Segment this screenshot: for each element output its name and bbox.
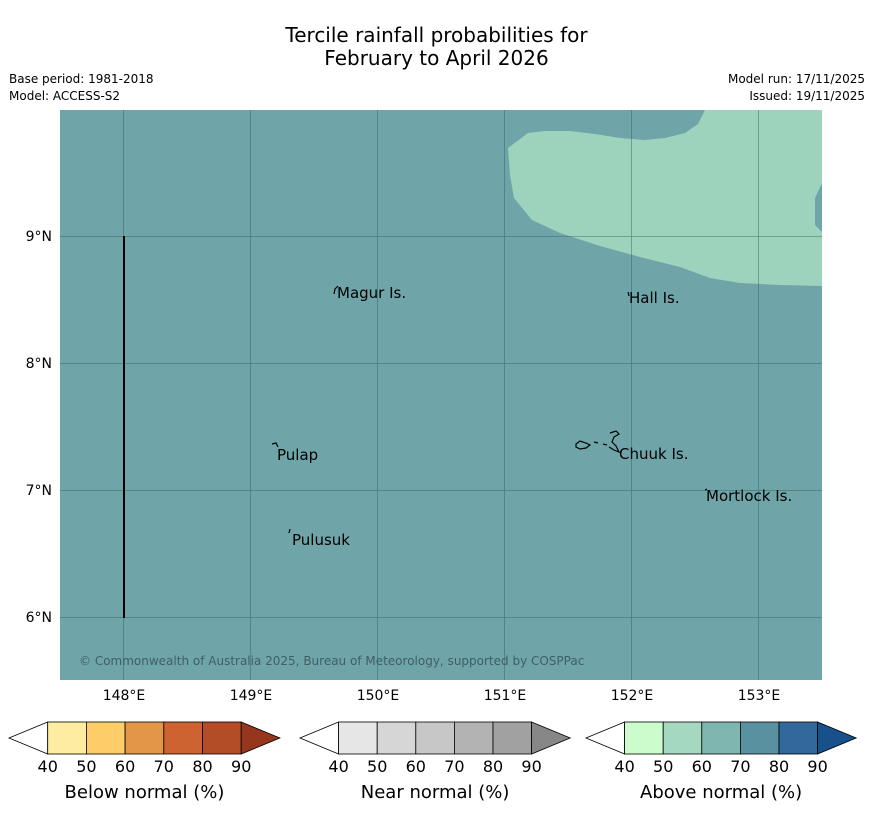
lat-label-7n: 7°N xyxy=(26,483,52,499)
legend-above-extend-high xyxy=(817,721,858,755)
legend-above-swatch-40 xyxy=(624,721,664,755)
legend-below-swatch-80 xyxy=(202,721,242,755)
island-pulusuk xyxy=(288,528,291,534)
chart-title-line1: Tercile rainfall probabilities for xyxy=(285,23,588,47)
lon-label-148e: 148°E xyxy=(103,688,146,704)
legend-near-swatch-50 xyxy=(376,721,417,755)
place-mortlock: Mortlock Is. xyxy=(706,487,792,505)
legend-below-swatch-40 xyxy=(47,721,87,755)
legend-above-swatch-80 xyxy=(778,721,818,755)
place-hall: Hall Is. xyxy=(629,289,680,307)
place-pulap: Pulap xyxy=(277,446,318,464)
legend-near-tick-90: 90 xyxy=(521,757,541,776)
legend-below-normal: 40 50 60 70 80 90 Below normal (%) xyxy=(7,721,281,803)
legend-above-swatch-50 xyxy=(662,721,703,755)
legend-near-extend-high xyxy=(531,721,572,755)
place-chuuk: Chuuk Is. xyxy=(619,445,688,463)
legend-near-swatch-70 xyxy=(453,721,494,755)
legend-below-extend-low xyxy=(7,721,49,755)
legend-near-tick-80: 80 xyxy=(483,757,503,776)
legend-above-tick-90: 90 xyxy=(807,757,827,776)
island-mortlock xyxy=(704,488,708,491)
legend-above-swatch-70 xyxy=(740,721,780,755)
legend-near-tick-70: 70 xyxy=(444,757,464,776)
above-normal-region xyxy=(508,110,822,286)
island-pulap xyxy=(271,442,279,448)
island-hall xyxy=(627,291,630,297)
legend-below-tick-90: 90 xyxy=(231,757,251,776)
legend-above-tick-70: 70 xyxy=(730,757,750,776)
legend-below-tick-40: 40 xyxy=(38,757,58,776)
legend-near-label: Near normal (%) xyxy=(361,782,510,803)
lat-label-8n: 8°N xyxy=(26,356,52,372)
island-chuuk xyxy=(575,430,621,454)
legend-below-swatch-50 xyxy=(86,721,126,755)
legend-below-label: Below normal (%) xyxy=(65,782,225,803)
legend-above-tick-40: 40 xyxy=(614,757,634,776)
lon-label-152e: 152°E xyxy=(611,688,654,704)
place-magur: Magur Is. xyxy=(337,284,406,302)
legend-below-tick-60: 60 xyxy=(115,757,135,776)
lon-label-153e: 153°E xyxy=(738,688,781,704)
base-period: Base period: 1981-2018 xyxy=(9,72,154,86)
legend-below-tick-80: 80 xyxy=(192,757,212,776)
legend-below-tick-70: 70 xyxy=(154,757,174,776)
legend-above-tick-60: 60 xyxy=(692,757,712,776)
lon-label-151e: 151°E xyxy=(484,688,527,704)
legend-above-tick-50: 50 xyxy=(653,757,673,776)
legend-near-tick-50: 50 xyxy=(367,757,387,776)
lat-label-6n: 6°N xyxy=(26,610,52,626)
legend-near-swatch-60 xyxy=(415,721,455,755)
legend-near-extend-low xyxy=(298,721,340,755)
lat-label-9n: 9°N xyxy=(26,229,52,245)
model-run: Model run: 17/11/2025 xyxy=(727,72,865,86)
legend-near-tick-40: 40 xyxy=(328,757,348,776)
island-magur xyxy=(333,285,339,295)
legend-above-label: Above normal (%) xyxy=(640,782,802,803)
legend-below-swatch-60 xyxy=(124,721,165,755)
legend-below-extend-high xyxy=(240,721,281,755)
legend-above-swatch-60 xyxy=(701,721,741,755)
island-outlines xyxy=(271,285,708,534)
legend-above-tick-80: 80 xyxy=(769,757,789,776)
legend-near-normal: 40 50 60 70 80 90 Near normal (%) xyxy=(298,721,572,803)
legend-above-normal: 40 50 60 70 80 90 Above normal (%) xyxy=(584,721,858,803)
legend-above-extend-low xyxy=(584,721,625,755)
legend-below-swatch-70 xyxy=(163,721,203,755)
place-pulusuk: Pulusuk xyxy=(292,531,350,549)
issued-date: Issued: 19/11/2025 xyxy=(749,89,865,103)
chart-title-line2: February to April 2026 xyxy=(324,46,549,70)
legend-near-tick-60: 60 xyxy=(406,757,426,776)
legend-near-swatch-80 xyxy=(492,721,532,755)
legend-near-swatch-40 xyxy=(338,721,378,755)
lon-label-149e: 149°E xyxy=(230,688,273,704)
lon-label-150e: 150°E xyxy=(357,688,400,704)
model-name: Model: ACCESS-S2 xyxy=(9,89,121,103)
copyright-notice: © Commonwealth of Australia 2025, Bureau… xyxy=(79,654,584,668)
legend-below-tick-50: 50 xyxy=(76,757,96,776)
